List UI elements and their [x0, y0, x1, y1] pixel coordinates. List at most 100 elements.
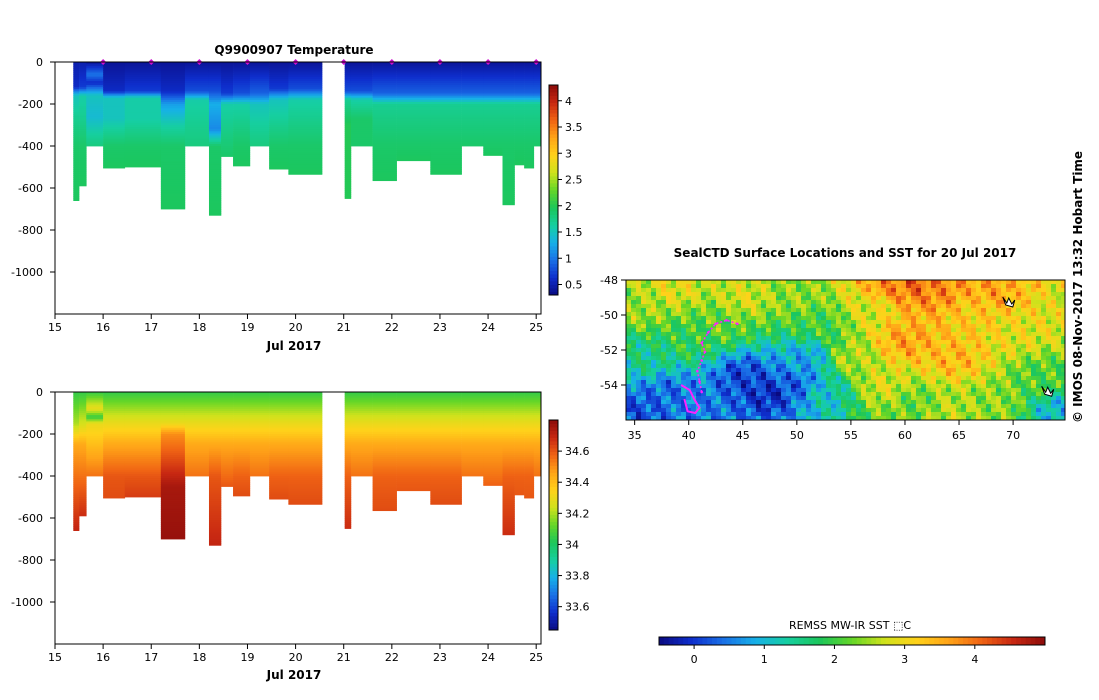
section-cell: [372, 499, 397, 502]
sst-cell: [906, 292, 912, 297]
section-cell: [430, 413, 462, 416]
sst-cell: [836, 364, 842, 369]
section-cell: [86, 429, 104, 433]
section-cell: [430, 154, 462, 157]
section-cell: [124, 469, 162, 473]
sst-cell: [1051, 324, 1057, 329]
section-cell: [502, 95, 515, 99]
sst-cell: [676, 280, 682, 285]
sst-cell: [861, 304, 867, 309]
section-cell: [344, 122, 352, 126]
section-cell: [483, 106, 503, 109]
sst-cell: [956, 368, 962, 373]
section-cell: [221, 398, 234, 401]
sst-cell: [796, 308, 802, 313]
section-cell: [483, 143, 503, 147]
sst-cell: [1031, 304, 1037, 309]
sst-cell: [951, 352, 957, 357]
sst-cell: [691, 288, 697, 293]
section-cell: [372, 415, 397, 418]
sst-cell: [1011, 352, 1017, 357]
section-cell: [372, 135, 397, 138]
section-cell: [524, 118, 535, 122]
sst-cell: [716, 376, 722, 381]
section-cell: [184, 417, 210, 420]
section-cell: [208, 146, 222, 149]
section-cell: [396, 413, 431, 416]
section-cell: [184, 463, 210, 466]
sst-cell: [806, 296, 812, 301]
sst-cell: [756, 296, 762, 301]
section-cell: [233, 423, 251, 426]
sst-cell: [856, 376, 862, 381]
sst-cell: [926, 328, 932, 333]
sst-cell: [791, 376, 797, 381]
sst-cell: [686, 300, 692, 305]
sst-cell: [756, 288, 762, 293]
section-cell: [350, 106, 373, 109]
section-cell: [269, 400, 289, 403]
section-cell: [86, 413, 104, 416]
sst-cell: [761, 344, 767, 349]
sst-cell: [1021, 312, 1027, 317]
section-cell: [86, 427, 104, 431]
section-cell: [524, 62, 535, 65]
section-cell: [103, 457, 126, 460]
section-cell: [208, 490, 222, 494]
section-cell: [344, 177, 352, 180]
sst-cell: [746, 292, 752, 297]
sst-cell: [726, 308, 732, 313]
sst-cell: [1036, 316, 1042, 321]
sst-cell: [771, 348, 777, 353]
section-cell: [73, 116, 80, 120]
section-cell: [79, 80, 87, 84]
section-cell: [461, 400, 484, 403]
section-cell: [372, 440, 397, 443]
sst-cell: [671, 380, 677, 385]
section-cell: [344, 110, 352, 113]
sst-cell: [641, 312, 647, 317]
sst-cell: [941, 316, 947, 321]
section-cell: [73, 450, 80, 454]
sst-cell: [996, 320, 1002, 325]
y-tick-label: -600: [18, 512, 43, 525]
sst-cell: [636, 284, 642, 289]
section-cell: [396, 484, 431, 487]
sst-cell: [1036, 356, 1042, 361]
section-cell: [483, 442, 503, 445]
section-cell: [269, 104, 289, 107]
section-cell: [79, 175, 87, 178]
section-cell: [533, 127, 541, 130]
sst-cell: [986, 352, 992, 357]
section-cell: [79, 64, 87, 67]
sst-cell: [791, 364, 797, 369]
sst-cell: [851, 372, 857, 377]
section-cell: [350, 91, 373, 94]
sst-cell: [766, 348, 772, 353]
section-cell: [233, 473, 251, 477]
section-cell: [396, 457, 431, 460]
sst-cell: [921, 368, 927, 373]
profile-column: [124, 62, 162, 168]
section-cell: [502, 143, 515, 147]
section-cell: [344, 150, 352, 153]
section-cell: [372, 120, 397, 124]
sst-cell: [906, 284, 912, 289]
section-cell: [269, 70, 289, 73]
section-cell: [208, 419, 222, 422]
section-cell: [103, 104, 126, 107]
sst-cell: [666, 336, 672, 341]
section-cell: [233, 421, 251, 424]
sst-cell: [931, 324, 937, 329]
section-cell: [350, 112, 373, 115]
sst-cell: [936, 364, 942, 369]
sst-cell: [1056, 364, 1062, 369]
sst-cell: [821, 348, 827, 353]
section-cell: [288, 129, 323, 132]
colorbar-segment: [549, 451, 558, 456]
section-cell: [86, 89, 104, 92]
section-cell: [483, 139, 503, 143]
section-cell: [372, 80, 397, 84]
section-cell: [396, 444, 431, 447]
section-cell: [502, 497, 515, 500]
